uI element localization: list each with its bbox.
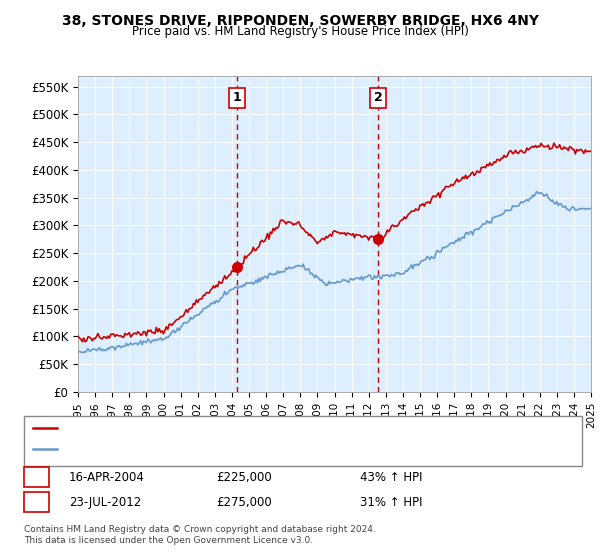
- Text: HPI: Average price, detached house, Calderdale: HPI: Average price, detached house, Cald…: [61, 444, 310, 454]
- Text: £275,000: £275,000: [216, 496, 272, 509]
- Text: 2: 2: [374, 91, 383, 104]
- Text: 38, STONES DRIVE, RIPPONDEN, SOWERBY BRIDGE, HX6 4NY (detached house): 38, STONES DRIVE, RIPPONDEN, SOWERBY BRI…: [61, 423, 474, 433]
- Text: 23-JUL-2012: 23-JUL-2012: [69, 496, 141, 509]
- Text: Price paid vs. HM Land Registry's House Price Index (HPI): Price paid vs. HM Land Registry's House …: [131, 25, 469, 38]
- Text: 31% ↑ HPI: 31% ↑ HPI: [360, 496, 422, 509]
- Text: 38, STONES DRIVE, RIPPONDEN, SOWERBY BRIDGE, HX6 4NY: 38, STONES DRIVE, RIPPONDEN, SOWERBY BRI…: [62, 14, 539, 28]
- Text: 1: 1: [32, 470, 41, 484]
- Text: £225,000: £225,000: [216, 470, 272, 484]
- Text: Contains HM Land Registry data © Crown copyright and database right 2024.
This d: Contains HM Land Registry data © Crown c…: [24, 525, 376, 545]
- Text: 43% ↑ HPI: 43% ↑ HPI: [360, 470, 422, 484]
- Text: 16-APR-2004: 16-APR-2004: [69, 470, 145, 484]
- Text: 2: 2: [32, 496, 41, 509]
- Text: 1: 1: [232, 91, 241, 104]
